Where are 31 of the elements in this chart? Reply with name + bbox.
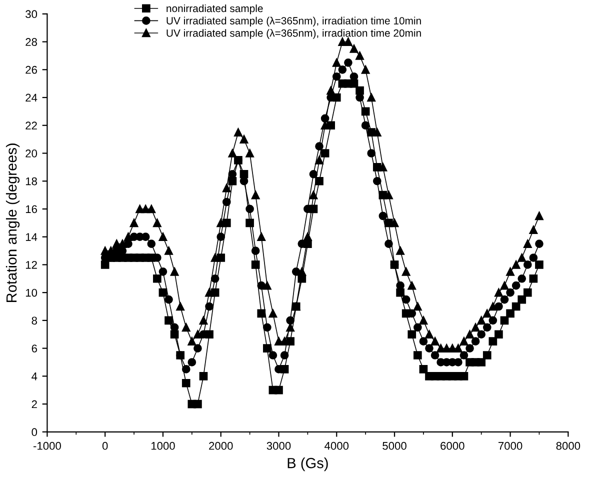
y-tick-label: 22 [26, 122, 37, 130]
y-tick-label: 0 [32, 428, 38, 436]
x-tick-label: 5000 [382, 442, 406, 450]
x-tick-label: 6000 [440, 442, 464, 450]
x-tick-label: 2000 [209, 442, 233, 450]
y-tick-label: 18 [26, 177, 37, 186]
y-tick-label: 24 [26, 94, 38, 102]
x-tick-label: 1000 [151, 442, 175, 450]
x-tick-label: 3000 [266, 442, 291, 450]
y-tick-label: 6 [32, 344, 37, 352]
legend-label: nonirradiated sample [166, 4, 263, 14]
y-tick-label: 28 [26, 38, 37, 46]
y-tick-label: 8 [32, 316, 37, 325]
x-tick-label: -1000 [33, 442, 61, 450]
y-tick-label: 10 [26, 288, 38, 297]
x-tick-label: 0 [102, 442, 108, 450]
x-axis-title: B (Gs) [288, 458, 328, 472]
y-tick-label: 30 [26, 10, 38, 18]
y-tick-label: 14 [26, 233, 38, 241]
legend-label: UV irradiated sample (λ=365nm), irradiation time 20min [166, 29, 421, 39]
x-tick-label: 8000 [556, 442, 580, 450]
y-tick-label: 26 [26, 66, 37, 74]
y-tick-label: 20 [26, 150, 38, 158]
x-tick-label: 4000 [324, 442, 349, 450]
legend-label: UV irradiated sample (λ=365nm), irradiation time 10min [166, 16, 421, 27]
y-tick-label: 2 [32, 400, 37, 408]
y-tick-label: 12 [26, 260, 37, 269]
x-tick-label: 7000 [498, 442, 522, 450]
y-tick-label: 16 [26, 205, 37, 214]
y-axis-title: Rotation angle (degrees) [6, 144, 20, 302]
y-tick-label: 4 [32, 372, 38, 380]
